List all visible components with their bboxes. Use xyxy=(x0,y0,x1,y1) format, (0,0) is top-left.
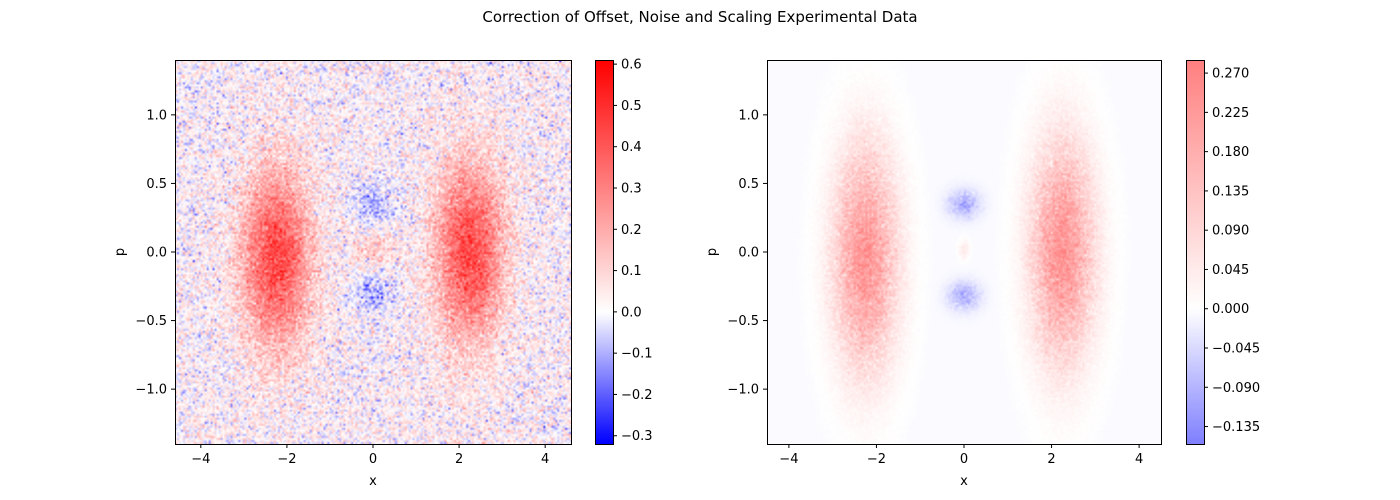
colorbar-tick-label: 0.090 xyxy=(1212,224,1249,239)
y-tick-label: 0.5 xyxy=(146,177,167,192)
left-colorbar: −0.3 −0.2 −0.1 0.0 0.1 0.2 0.3 0.4 0.5 0.6 xyxy=(595,58,653,445)
y-tick-label: −1.0 xyxy=(727,383,759,398)
y-tick-label: 0.0 xyxy=(146,246,167,261)
colorbar-tick-label: 0.270 xyxy=(1212,67,1249,82)
colorbar-tick-label: 0.180 xyxy=(1212,145,1249,160)
right-colorbar-gradient xyxy=(1186,60,1204,444)
colorbar-tick-label: 0.4 xyxy=(621,140,642,155)
colorbar-tick-label: 0.045 xyxy=(1212,263,1249,278)
colorbar-tick-label: −0.135 xyxy=(1212,420,1260,435)
left-colorbar-frame xyxy=(595,60,614,445)
colorbar-tick-label: −0.2 xyxy=(621,388,653,403)
colorbar-tick-label: 0.1 xyxy=(621,264,642,279)
left-axis-ticks: −4 −2 0 2 4 −1.0 −0.5 0.0 0.5 1.0 xyxy=(135,108,549,467)
colorbar-tick-label: −0.045 xyxy=(1212,342,1260,357)
colorbar-tick-label: 0.6 xyxy=(621,58,642,73)
left-colorbar-ticks: −0.3 −0.2 −0.1 0.0 0.1 0.2 0.3 0.4 0.5 0.6 xyxy=(613,58,653,444)
x-tick-label: −2 xyxy=(867,452,886,467)
colorbar-tick-label: 0.0 xyxy=(621,305,642,320)
y-tick-label: −1.0 xyxy=(135,383,167,398)
y-tick-label: −0.5 xyxy=(135,314,167,329)
right-xlabel: x xyxy=(960,474,968,489)
colorbar-tick-label: −0.1 xyxy=(621,347,653,362)
colorbar-tick-label: 0.5 xyxy=(621,99,642,114)
right-plot: −4 −2 0 2 4 −1.0 −0.5 0.0 0.5 1.0 x p xyxy=(705,60,1162,489)
x-tick-label: 0 xyxy=(369,452,377,467)
colorbar-tick-label: 0.135 xyxy=(1212,184,1249,199)
right-heatmap xyxy=(767,60,1161,444)
x-tick-label: 2 xyxy=(455,452,463,467)
left-plot: −4 −2 0 2 4 −1.0 −0.5 0.0 0.5 1.0 x p xyxy=(113,60,572,489)
colorbar-tick-label: 0.2 xyxy=(621,223,642,238)
right-axis-ticks: −4 −2 0 2 4 −1.0 −0.5 0.0 0.5 1.0 xyxy=(727,108,1143,467)
x-tick-label: 2 xyxy=(1047,452,1055,467)
left-xlabel: x xyxy=(369,474,377,489)
colorbar-tick-label: 0.3 xyxy=(621,182,642,197)
x-tick-label: 0 xyxy=(960,452,968,467)
y-tick-label: 0.5 xyxy=(738,177,759,192)
x-tick-label: 4 xyxy=(1135,452,1143,467)
colorbar-tick-label: 0.000 xyxy=(1212,302,1249,317)
colorbar-tick-label: −0.090 xyxy=(1212,381,1260,396)
y-tick-label: 1.0 xyxy=(738,108,759,123)
right-colorbar-frame xyxy=(1186,60,1205,445)
y-tick-label: 1.0 xyxy=(146,108,167,123)
y-tick-label: −0.5 xyxy=(727,314,759,329)
figure-suptitle: Correction of Offset, Noise and Scaling … xyxy=(482,8,917,26)
x-tick-label: −2 xyxy=(277,452,296,467)
y-tick-label: 0.0 xyxy=(738,246,759,261)
x-tick-label: 4 xyxy=(541,452,549,467)
right-colorbar: −0.135 −0.090 −0.045 0.000 0.045 0.090 0.135 0.… xyxy=(1186,60,1260,445)
left-colorbar-gradient xyxy=(595,60,613,444)
x-tick-label: −4 xyxy=(779,452,798,467)
left-heatmap xyxy=(175,60,571,444)
colorbar-tick-label: 0.225 xyxy=(1212,106,1249,121)
colorbar-tick-label: −0.3 xyxy=(621,429,653,444)
x-tick-label: −4 xyxy=(191,452,210,467)
right-ylabel: p xyxy=(705,248,720,256)
left-ylabel: p xyxy=(113,248,128,256)
right-colorbar-ticks: −0.135 −0.090 −0.045 0.000 0.045 0.090 0.135 0.… xyxy=(1204,67,1260,435)
